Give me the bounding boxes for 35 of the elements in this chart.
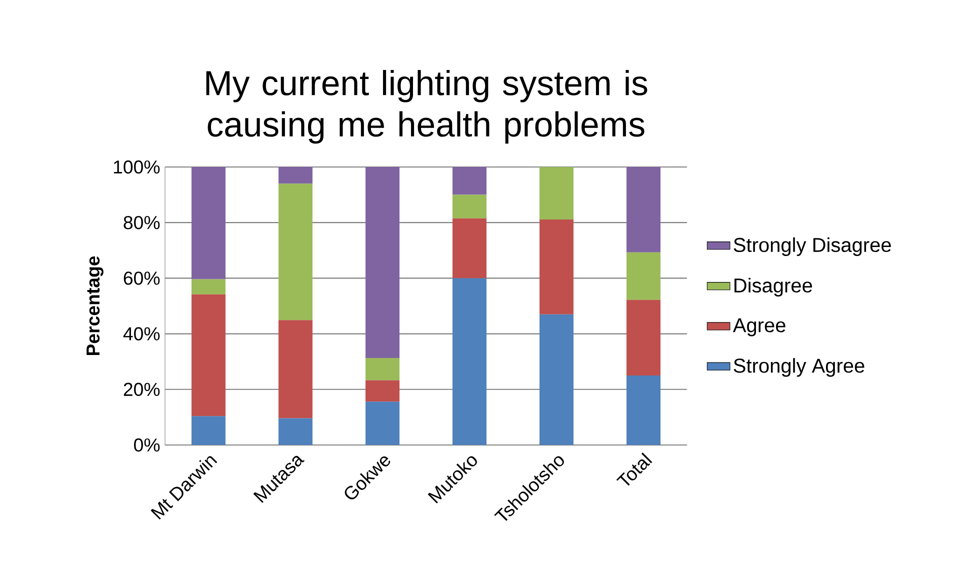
- bar: [452, 218, 487, 278]
- bar: [278, 184, 313, 320]
- bar: [278, 320, 313, 418]
- bar: [452, 194, 487, 218]
- bar: [626, 252, 660, 300]
- legend-label: Strongly Agree: [734, 358, 864, 377]
- y-tick-label: 60%: [124, 272, 160, 285]
- y-tick-label: 0%: [134, 438, 160, 452]
- bar: [192, 294, 226, 416]
- bar: [278, 166, 313, 184]
- y-axis-title: Percentage: [86, 256, 104, 356]
- bar: [452, 166, 487, 195]
- bar: [366, 380, 400, 402]
- y-tick-label: 40%: [123, 327, 160, 340]
- y-tick-label: 80%: [124, 216, 160, 230]
- bar: [192, 279, 226, 294]
- y-tick-label: 100%: [114, 160, 160, 174]
- legend-label: Strongly Disagree: [734, 237, 891, 256]
- bar: [626, 166, 660, 252]
- chart-title: My current lighting system is causing me health problems: [206, 70, 648, 144]
- legend-label: Disagree: [734, 278, 812, 296]
- bar: [192, 416, 226, 445]
- bar: [366, 166, 400, 358]
- bar: [366, 358, 400, 380]
- bar: [278, 418, 313, 445]
- bar: [192, 166, 226, 280]
- bar: [540, 220, 574, 314]
- legend-label: Agree: [732, 318, 786, 336]
- bar: [626, 375, 660, 445]
- bar: [626, 300, 660, 376]
- bar: [540, 314, 574, 445]
- bar: [540, 166, 574, 220]
- y-tick-label: 20%: [124, 382, 160, 396]
- bar: [366, 402, 400, 445]
- bar: [452, 278, 487, 445]
